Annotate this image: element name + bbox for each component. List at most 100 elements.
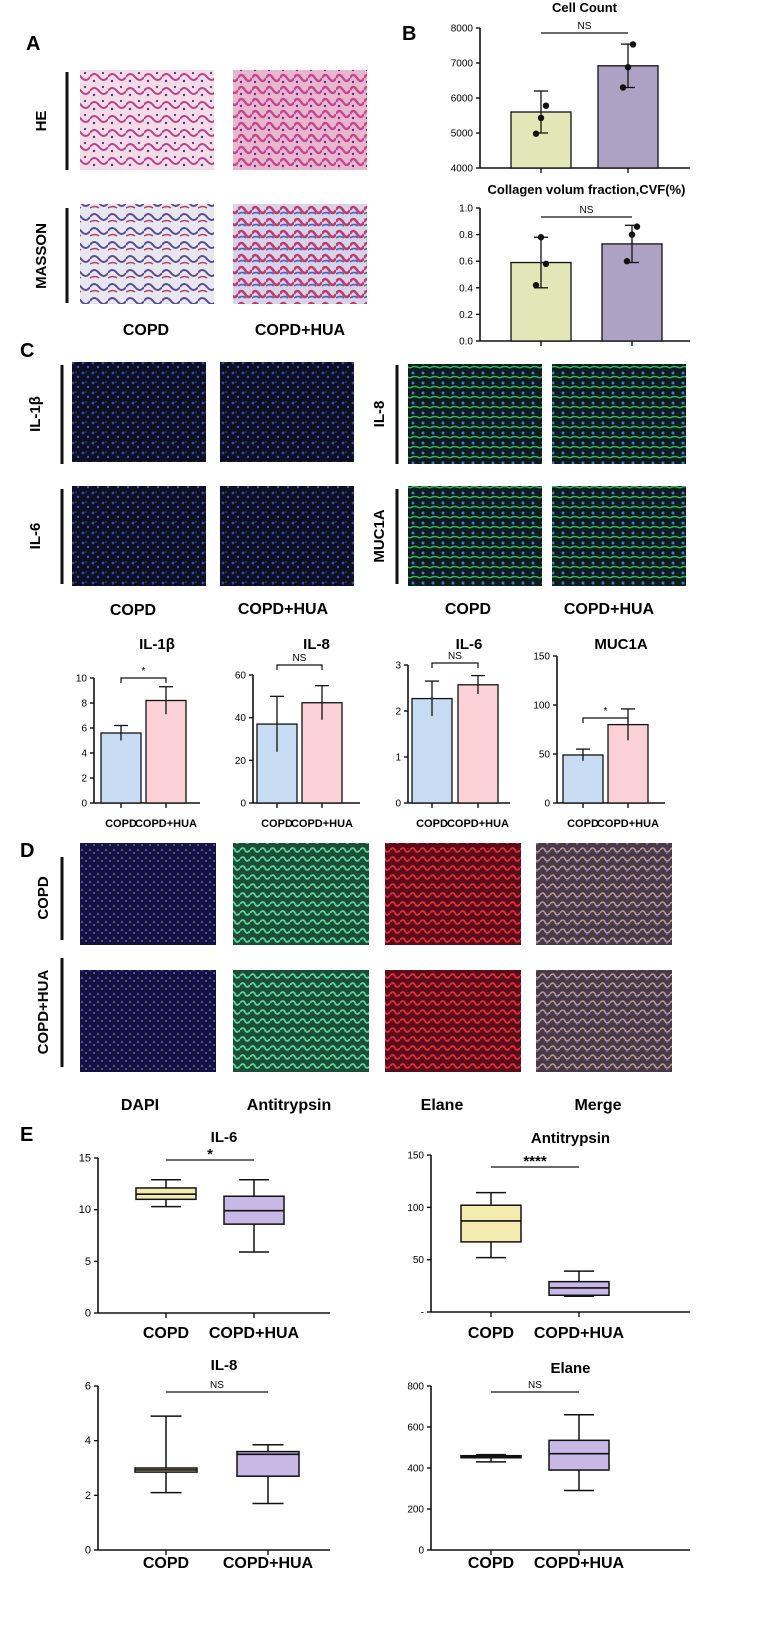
significance-label: NS [210,1380,224,1391]
if-il8-copd-image [408,364,542,464]
x-category-label: COPD+HUA [447,818,509,830]
significance-label: NS [293,653,307,664]
cvf-chart: Collagen volum fraction,CVF(%) 0.0 0.2 0.4 0… [459,182,690,348]
x-category-label: COPD+HUA [209,1325,300,1342]
y-tick-label: 2 [81,774,87,785]
x-category-label: COPD [105,818,137,830]
masson-hua-micrograph [233,204,367,304]
masson-copd-micrograph [80,204,214,304]
row-label-il6: IL-6 [27,523,44,550]
y-tick-label: 150 [533,652,550,663]
significance-bracket [120,677,167,683]
col-label-antitrypsin: Antitrypsin [247,1097,331,1114]
row-label-muc1a: MUC1A [371,509,388,563]
y-tick-label: 2 [85,1490,91,1502]
box [236,1450,300,1477]
significance-label: **** [523,1153,547,1170]
panel-label-c: C [20,340,34,362]
bar [562,754,604,804]
chart-title: Collagen volum fraction,CVF(%) [488,182,686,197]
bar [145,699,187,804]
elane-hua-image [385,970,521,1072]
data-point [537,234,545,241]
bar [100,732,142,804]
y-tick-label: 4 [85,1435,91,1447]
chart-title: Elane [550,1360,590,1377]
y-tick-label: 50 [413,1255,425,1266]
panel-label-e: E [20,1124,33,1146]
col-label-merge: Merge [574,1097,621,1114]
col-label-copd-c2: COPD [445,601,491,618]
panel-label-d: D [20,840,34,862]
y-tick-label: 1 [395,753,401,764]
x-category-label: COPD [468,1555,514,1572]
y-tick-label: 4000 [451,164,474,175]
data-point [619,84,627,91]
y-tick-label: 0 [418,1546,424,1557]
y-tick-label: 0 [395,799,401,810]
y-tick-label: 3 [395,661,401,672]
y-tick-label: 0 [85,1545,91,1557]
data-point [628,231,636,238]
chart-title: Antitrypsin [531,1130,610,1147]
if-il6-copd-image [72,486,206,586]
il8-box-chart: IL-8 0 2 4 6 COPD COPD+HUA NS [85,1357,330,1572]
significance-label: * [604,706,608,717]
y-tick-label: 0 [81,799,87,810]
x-category-label: COPD [143,1555,189,1572]
merge-copd-image [536,843,672,945]
box [548,1439,610,1471]
y-tick-label: 0.8 [459,230,473,241]
chart-title: IL-1β [139,636,175,653]
y-tick-label: - [421,1308,424,1319]
row-label-il1b: IL-1β [27,396,44,432]
y-tick-label: 60 [235,671,247,682]
data-point [623,258,631,265]
antitrypsin-copd-image [233,843,369,945]
dapi-hua-image [80,970,216,1072]
y-tick-label: 800 [407,1382,424,1393]
x-category-label: COPD+HUA [534,1555,625,1572]
y-tick-label: 600 [407,1423,424,1434]
y-tick-label: 10 [76,674,88,685]
cell-count-chart: Cell Count 4000 5000 6000 7000 8000 NS [451,0,690,175]
significance-label: NS [528,1380,542,1391]
significance-label: * [207,1146,213,1163]
merge-hua-image [536,970,672,1072]
x-category-label: COPD [143,1325,189,1342]
chart-title: IL-8 [211,1357,238,1374]
col-label-copd-c1: COPD [110,602,156,619]
data-point [532,130,540,137]
box [460,1204,522,1243]
row-label-d-hua: COPD+HUA [35,970,52,1055]
y-tick-label: 0.6 [459,257,473,268]
significance-bracket [431,662,479,668]
chart-title: IL-8 [303,636,330,653]
significance-label: * [142,666,146,677]
y-tick-label: 0.4 [459,283,473,294]
y-tick-label: 5000 [451,129,474,140]
y-tick-label: 6 [85,1381,91,1393]
y-tick-label: 50 [539,750,551,761]
data-point [542,102,550,109]
if-il6-hua-image [220,486,354,586]
col-label-hua-c1: COPD+HUA [238,601,329,618]
data-point [537,114,545,122]
if-muc1a-copd-image [408,486,542,586]
if-il1b-copd-image [72,362,206,462]
col-label-dapi: DAPI [121,1097,159,1114]
panel-label-a: A [26,33,40,55]
if-il1b-hua-image [220,362,354,462]
y-tick-label: 100 [533,701,550,712]
data-point [532,281,540,289]
antitrypsin-box-chart: Antitrypsin - 50 100 150 COPD COPD+HUA **** [407,1130,690,1342]
y-tick-label: 6000 [451,94,474,105]
y-tick-label: 150 [407,1151,424,1162]
y-tick-label: 7000 [451,59,474,70]
chart-title: MUC1A [594,636,648,653]
y-tick-label: 8 [81,699,87,710]
chart-title: IL-6 [211,1129,238,1146]
y-tick-label: 200 [407,1505,424,1516]
